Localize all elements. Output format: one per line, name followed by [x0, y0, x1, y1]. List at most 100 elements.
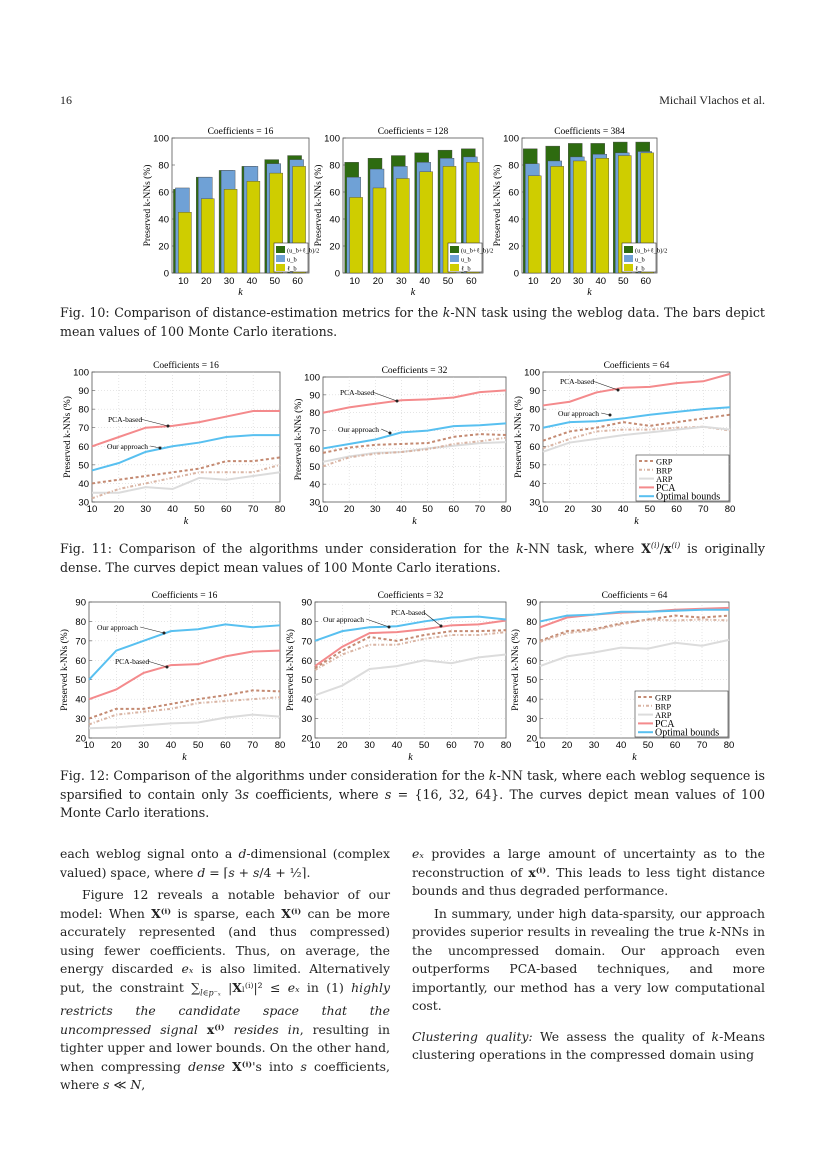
y-tick-label: 60 [529, 442, 540, 453]
y-axis-label: Preserved k-NNs (%) [285, 629, 296, 711]
y-tick-label: 80 [78, 405, 89, 416]
series-line-PCA [542, 372, 731, 407]
chart-title: Coefficients = 64 [602, 590, 668, 601]
x-tick-label: 60 [640, 276, 651, 287]
chart-4: Coefficients = 32 k Preserved k-NNs (%) 30 4… [293, 365, 511, 527]
annotation-label: PCA-based [391, 608, 425, 617]
series-line-GRP [542, 413, 731, 442]
x-tick-label: 60 [671, 504, 682, 515]
y-tick-label: 0 [335, 269, 340, 280]
x-tick-label: 70 [697, 740, 708, 751]
y-tick-label: 90 [78, 386, 89, 397]
legend-swatch [276, 255, 285, 262]
y-tick-label: 30 [529, 498, 540, 509]
arrow-head-icon [395, 399, 399, 403]
x-tick-label: 20 [337, 740, 348, 751]
running-head: Michail Vlachos et al. [659, 93, 765, 107]
annotation-label: Our approach [107, 442, 148, 451]
x-tick-label: 70 [248, 504, 259, 515]
arrow-head-icon [616, 388, 620, 392]
x-tick-label: 50 [422, 504, 433, 515]
x-tick-label: 40 [247, 276, 258, 287]
y-tick-label: 30 [75, 714, 86, 725]
y-tick-label: 80 [329, 161, 340, 172]
chart-title: Coefficients = 16 [208, 126, 274, 137]
x-tick-label: 20 [564, 504, 575, 515]
x-tick-label: 70 [473, 740, 484, 751]
x-tick-label: 10 [528, 276, 539, 287]
arrow-head-icon [608, 413, 612, 417]
x-axis-label: k [587, 287, 592, 298]
fig11-caption: Fig. 11: Comparison of the algorithms un… [60, 541, 765, 575]
x-tick-label: 10 [178, 276, 189, 287]
chart-6: Coefficients = 16 k Preserved k-NNs (%) 20 3… [59, 590, 285, 763]
y-tick-label: 30 [526, 714, 537, 725]
chart-title: Coefficients = 128 [378, 126, 449, 137]
bar-lb [573, 160, 587, 274]
y-tick-label: 100 [324, 134, 340, 145]
arrow-head-icon [439, 624, 443, 628]
chart-title: Coefficients = 16 [153, 360, 219, 371]
chart-title: Coefficients = 32 [382, 365, 448, 376]
y-tick-label: 60 [75, 656, 86, 667]
annotation-label: Our approach [338, 425, 379, 434]
x-tick-label: 80 [501, 740, 512, 751]
bar-lb [223, 189, 238, 274]
x-tick-label: 40 [618, 504, 629, 515]
legend-label: GRP [656, 457, 673, 467]
bar-lb [528, 175, 542, 274]
series-line-ARP [542, 425, 731, 453]
y-tick-label: 40 [75, 695, 86, 706]
legend-label: BRP [655, 701, 671, 711]
legend-label: ARP [655, 710, 672, 720]
y-tick-label: 100 [73, 368, 89, 379]
x-tick-label: 80 [501, 504, 512, 515]
annotation-arrow [150, 445, 161, 449]
y-tick-label: 70 [309, 426, 320, 437]
x-tick-label: 40 [167, 504, 178, 515]
y-tick-label: 40 [329, 215, 340, 226]
fig12-caption: Fig. 12: Comparison of the algorithms un… [60, 768, 765, 820]
chart-title: Coefficients = 384 [554, 126, 625, 137]
x-tick-label: 60 [292, 276, 303, 287]
y-tick-label: 30 [78, 498, 89, 509]
series-line-Optimal [314, 615, 507, 642]
x-tick-label: 50 [643, 740, 654, 751]
x-tick-label: 60 [221, 504, 232, 515]
y-axis-label: Preserved k-NNs (%) [62, 396, 73, 478]
x-tick-label: 20 [201, 276, 212, 287]
arrow-head-icon [165, 665, 169, 669]
y-axis-label: Preserved k-NNs (%) [513, 396, 524, 478]
x-tick-label: 20 [550, 276, 561, 287]
series-line-GRP [88, 689, 281, 720]
fig10-caption: Fig. 10: Comparison of distance-estimati… [60, 305, 765, 339]
y-tick-label: 30 [309, 498, 320, 509]
x-tick-label: 20 [114, 504, 125, 515]
paragraph: Clustering quality: We assess the qualit… [412, 1028, 765, 1063]
y-tick-label: 0 [514, 269, 519, 280]
series-line-PCA [322, 389, 507, 414]
bar-lb [349, 197, 363, 274]
bar-lb [595, 158, 609, 274]
x-tick-label: 80 [724, 740, 735, 751]
y-tick-label: 80 [301, 617, 312, 628]
annotation-label: Our approach [558, 409, 599, 418]
x-tick-label: 10 [535, 740, 546, 751]
x-axis-label: k [238, 287, 243, 298]
legend-swatch [450, 264, 459, 271]
legend-swatch [624, 246, 633, 253]
chart-3: Coefficients = 16 k Preserved k-NNs (%) 30 4… [62, 360, 285, 527]
series-line-BRP [322, 436, 507, 468]
series-line-ARP [88, 713, 281, 730]
y-tick-label: 20 [75, 734, 86, 745]
paragraph: Figure 12 reveals a notable behavior of … [60, 887, 390, 1093]
bar-lb [550, 166, 564, 274]
y-tick-label: 0 [164, 269, 169, 280]
paragraph: eₓ provides a large amount of uncertaint… [412, 846, 765, 898]
x-tick-label: 30 [370, 504, 381, 515]
x-tick-label: 70 [698, 504, 709, 515]
annotation-label: Our approach [97, 623, 138, 632]
chart-2: Coefficients = 384 k Preserved k-NNs (%) 0 2… [492, 126, 667, 298]
y-tick-label: 60 [158, 188, 169, 199]
